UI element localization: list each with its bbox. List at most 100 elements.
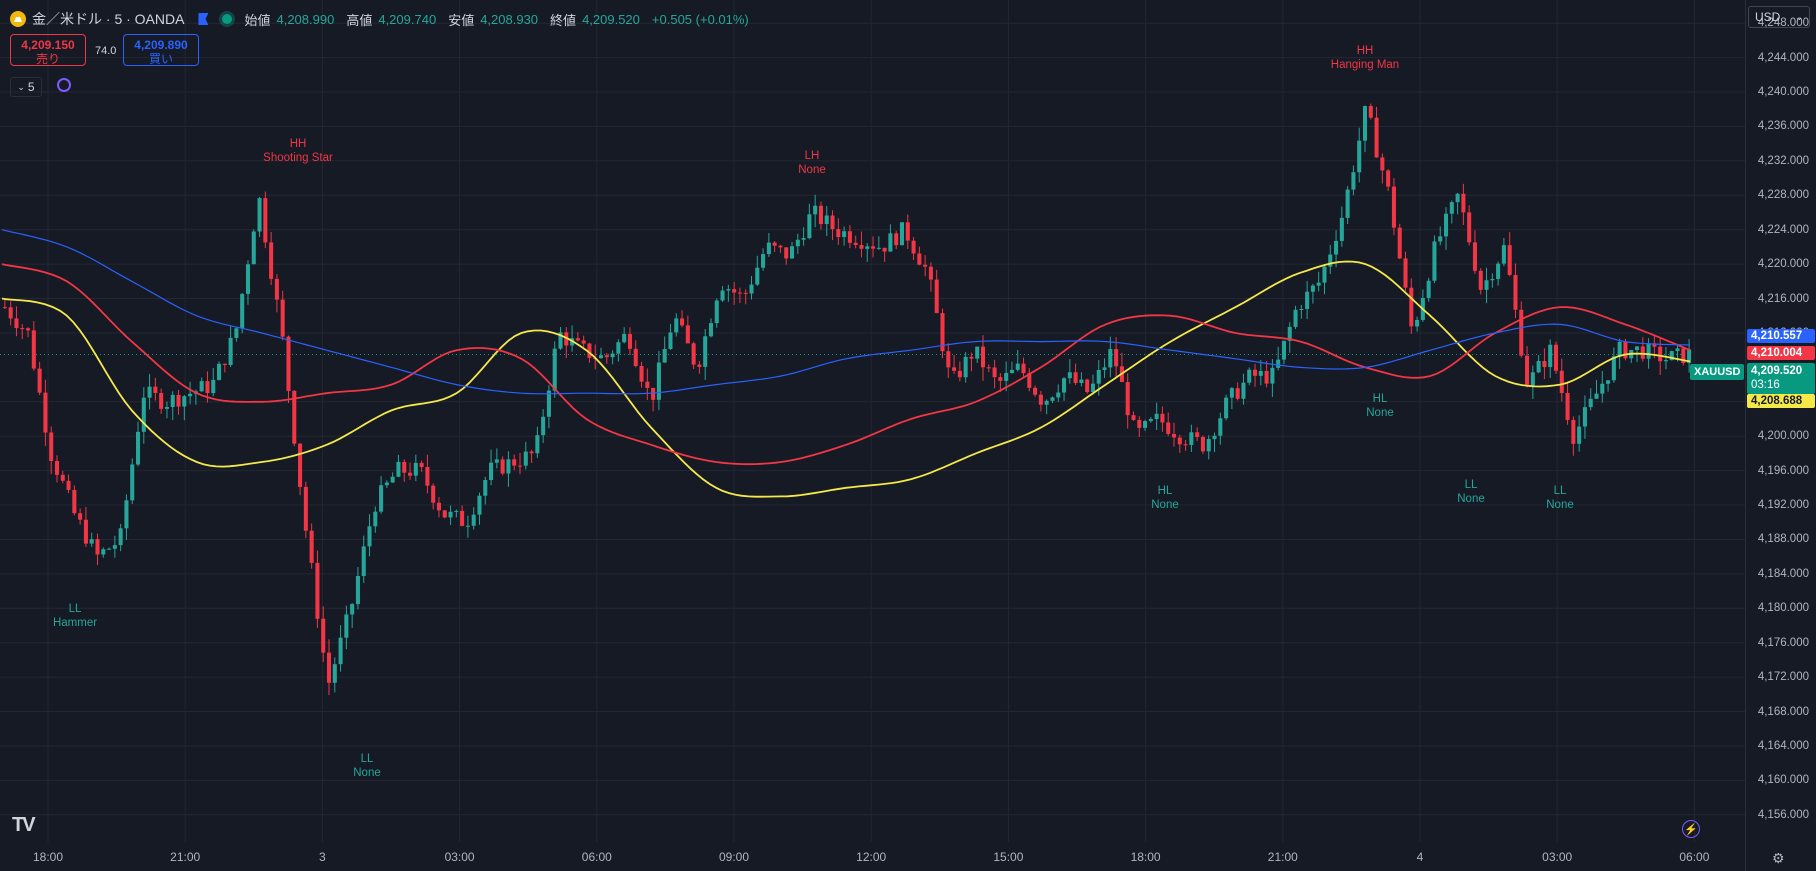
candle-body (1258, 370, 1263, 376)
tradingview-logo[interactable]: TV (12, 814, 36, 836)
candle-body (489, 462, 494, 480)
candle-body (1247, 369, 1252, 383)
candle-body (1687, 349, 1692, 364)
candle-body (1160, 413, 1165, 423)
candle-body (112, 545, 117, 549)
candle-body (1606, 380, 1611, 384)
candle-body (332, 664, 337, 683)
candle-body (506, 459, 511, 474)
candle-body (176, 394, 181, 407)
last-price-value: 4,209.520 (1751, 365, 1803, 377)
candle-body (980, 346, 986, 368)
ma-red-line (1, 263, 1691, 466)
candle-body (1027, 373, 1032, 388)
candle-body (1582, 407, 1587, 427)
price-tick-label: 4,168.000 (1757, 705, 1809, 718)
gear-icon[interactable]: ⚙ (1772, 850, 1785, 866)
candle-body (1600, 383, 1605, 394)
swing-annotation: LH None (798, 149, 826, 177)
time-tick-label: 09:00 (718, 850, 750, 864)
candle-body (1432, 241, 1437, 281)
loop-icon[interactable] (57, 78, 71, 92)
candle-body (2, 307, 7, 309)
candle-body (818, 205, 823, 225)
sell-price: 4,209.150 (21, 38, 75, 52)
candle-body (1391, 186, 1396, 228)
symbol-price-tag: XAUUSD (1690, 364, 1745, 380)
candle-body (222, 363, 227, 366)
candle-body (442, 510, 447, 518)
candle-body (1386, 170, 1391, 187)
candle-body (1334, 240, 1339, 255)
symbol-title[interactable]: 金／米ドル · 5 · OANDA (32, 11, 185, 27)
candle-body (1131, 415, 1136, 420)
candle-body (1438, 236, 1443, 242)
candle-body (257, 198, 262, 232)
candle-body (1397, 227, 1402, 259)
candle-body (674, 318, 679, 333)
candle-body (888, 233, 893, 252)
candle-body (384, 482, 389, 486)
currency-select[interactable]: USD ⌄ (1748, 6, 1810, 28)
candle-body (494, 459, 499, 463)
candle-body (188, 393, 193, 397)
flag-icon[interactable] (198, 13, 209, 25)
candle-body (1293, 309, 1298, 327)
candle-body (402, 461, 407, 473)
bolt-icon[interactable]: ⚡ (1682, 820, 1700, 838)
buy-button[interactable]: 4,209.890 買い (123, 34, 199, 66)
change-value: +0.505 (+0.01%) (651, 11, 749, 27)
time-tick-label: 21:00 (170, 850, 201, 864)
sell-button[interactable]: 4,209.150 売り (10, 34, 86, 66)
candle-body (986, 367, 991, 369)
candle-body (1067, 372, 1072, 379)
candle-body (1137, 419, 1142, 428)
interval-toggle[interactable]: ⌄ 5 (10, 77, 42, 97)
candle-body (1525, 355, 1530, 386)
time-tick-label: 21:00 (1267, 850, 1298, 864)
candle-body (633, 348, 638, 367)
candle-body (31, 330, 36, 369)
candle-body (1362, 106, 1368, 141)
candle-body (772, 242, 777, 246)
low-label: 安値 (448, 12, 475, 28)
candle-body (587, 343, 592, 358)
candle-body (894, 233, 899, 246)
candle-body (361, 546, 366, 577)
symbol-legend: 金／米ドル · 5 · OANDA 始値 4,208.990 高値 4,209.… (10, 8, 755, 30)
candle-body (1357, 140, 1362, 173)
candle-body (1200, 437, 1205, 452)
candle-body (541, 416, 546, 436)
price-tick-label: 4,236.000 (1757, 120, 1809, 133)
candle-body (78, 513, 83, 520)
candle-body (1033, 387, 1038, 395)
candle-body (685, 325, 690, 344)
candle-body (425, 467, 430, 486)
swing-label: HL (1157, 484, 1173, 497)
candle-body (963, 356, 968, 378)
candle-body (940, 313, 945, 352)
candle-body (1501, 245, 1506, 264)
candle-body (1114, 349, 1119, 367)
swing-annotation: LL None (1457, 478, 1485, 506)
candle-body (865, 246, 870, 249)
candle-body (784, 247, 789, 259)
ma-blue-price-label: 4,210.557 (1747, 329, 1815, 343)
candle-body (622, 333, 627, 343)
chart-pane[interactable] (0, 0, 1745, 871)
candle-body (952, 367, 957, 371)
candle-body (697, 364, 702, 367)
candle-body (749, 284, 754, 294)
price-chart[interactable] (0, 0, 1745, 871)
candle-body (1646, 343, 1651, 359)
ma-yellow-line (1, 260, 1691, 498)
price-axis[interactable]: 4,248.000 4,244.000 4,240.000 4,236.000 4,23… (1745, 0, 1816, 871)
price-tick-label: 4,184.000 (1757, 567, 1809, 580)
chevron-down-icon: ⌄ (1795, 11, 1803, 22)
candle-body (801, 238, 806, 240)
candle-body (1079, 379, 1084, 383)
candle-body (454, 510, 459, 512)
candle-body (610, 353, 615, 358)
high-value: 4,209.740 (378, 11, 437, 27)
candle-body (1044, 400, 1049, 405)
